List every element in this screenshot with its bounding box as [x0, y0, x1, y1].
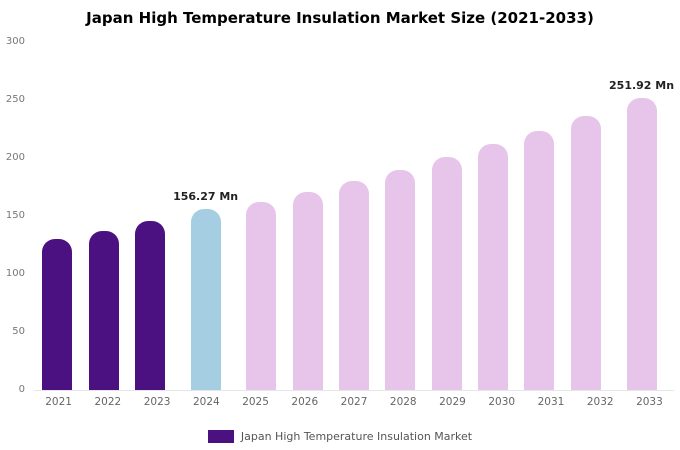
- bar-column: [424, 42, 470, 390]
- y-tick-label: 250: [5, 94, 25, 105]
- x-axis-label: 2022: [94, 396, 122, 408]
- x-axis-label: 2023: [143, 396, 171, 408]
- bar-2024: [190, 208, 221, 390]
- legend-swatch: [207, 430, 234, 443]
- x-axis-label: 2029: [439, 396, 466, 408]
- x-axis-label: 2028: [389, 396, 417, 408]
- bar-2033: [626, 97, 657, 390]
- y-tick-label: 300: [5, 36, 25, 47]
- x-axis-label: 2024: [192, 396, 220, 408]
- y-tick-label: 150: [5, 210, 25, 221]
- bar-2029: [431, 156, 462, 390]
- bar-2022: [88, 231, 119, 390]
- bar-2023: [134, 220, 165, 390]
- plot-area: 156.27 Mn 251.92 Mn: [34, 42, 674, 391]
- bar-column: 156.27 Mn: [173, 42, 238, 390]
- x-axis-label: 2030: [488, 396, 516, 408]
- bar-2030: [478, 144, 509, 390]
- bar-2027: [339, 181, 370, 390]
- bar-column: [563, 42, 609, 390]
- bar-column: [470, 42, 516, 390]
- bar-column: [80, 42, 126, 390]
- x-axis: 2021 2022 2023 2024 2025 2026 2027 2028 2029 2030…: [34, 396, 674, 408]
- x-axis-label: 2027: [340, 396, 368, 408]
- y-tick-label: 50: [12, 326, 25, 337]
- bar-value-label: 156.27 Mn: [173, 189, 239, 203]
- bar-column: [127, 42, 173, 390]
- x-axis-label: 2033: [636, 396, 663, 408]
- x-axis-label: 2025: [242, 396, 269, 408]
- legend-label: Japan High Temperature Insulation Market: [240, 430, 473, 443]
- x-axis-label: 2021: [45, 396, 72, 408]
- bar-column: [516, 42, 562, 390]
- bar-column: [238, 42, 284, 390]
- y-tick-label: 0: [18, 384, 25, 395]
- bar-2028: [385, 169, 416, 390]
- x-axis-label: 2032: [586, 396, 614, 408]
- y-axis: 0 50 100 150 200 250 300: [0, 36, 28, 395]
- bar-2021: [42, 239, 73, 390]
- bar-column: [377, 42, 423, 390]
- x-axis-label: 2026: [291, 396, 319, 408]
- bar-2031: [524, 131, 555, 390]
- bar-2026: [292, 191, 323, 390]
- bar-2025: [246, 202, 277, 390]
- bar-value-label: 251.92 Mn: [609, 78, 675, 92]
- y-tick-label: 100: [5, 268, 25, 279]
- bars-group: 156.27 Mn 251.92 Mn: [34, 42, 674, 390]
- bar-column: [331, 42, 377, 390]
- y-tick-label: 200: [5, 152, 25, 163]
- x-axis-label: 2031: [537, 396, 565, 408]
- bar-column: 251.92 Mn: [609, 42, 674, 390]
- bar-2032: [570, 116, 601, 390]
- bar-column: [285, 42, 331, 390]
- bar-column: [34, 42, 80, 390]
- legend: Japan High Temperature Insulation Market: [0, 430, 680, 443]
- chart-title: Japan High Temperature Insulation Market…: [86, 9, 594, 27]
